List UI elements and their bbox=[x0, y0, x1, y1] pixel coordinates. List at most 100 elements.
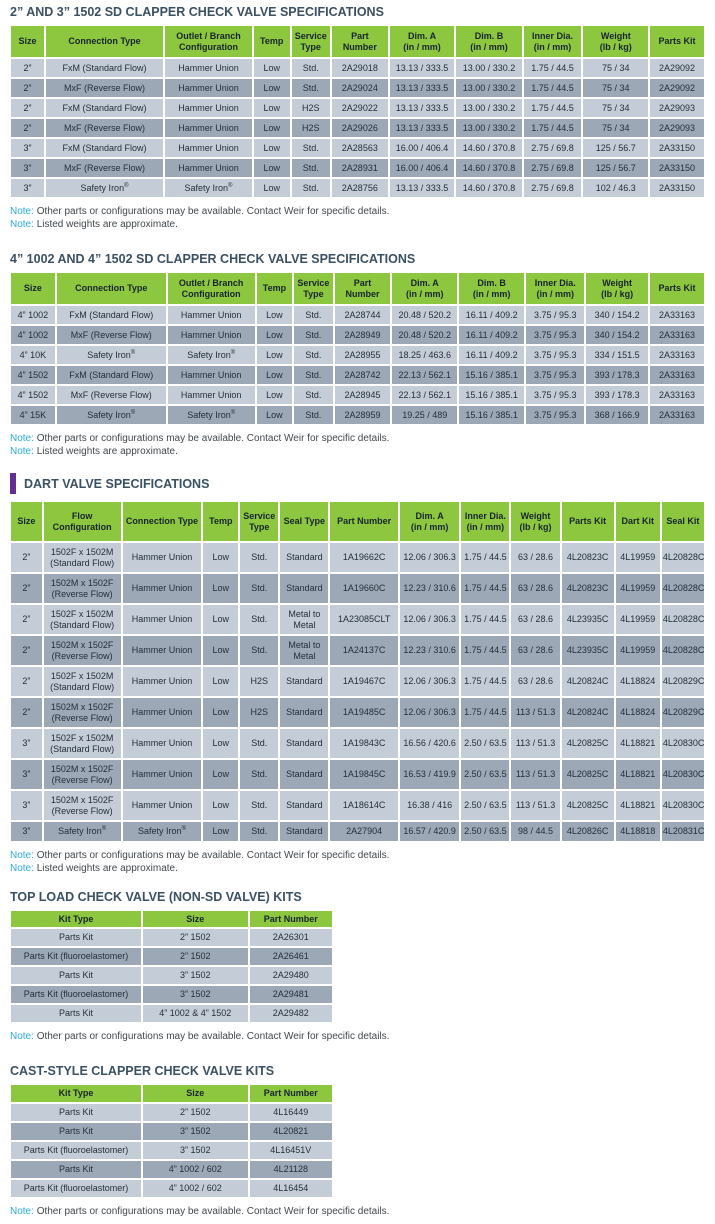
table-cell: 2A28945 bbox=[334, 386, 391, 404]
table-cell: 2A29018 bbox=[331, 59, 388, 77]
table-cell: 16.11 / 409.2 bbox=[459, 306, 525, 324]
table-cell: Std. bbox=[291, 139, 330, 157]
table-cell: 340 / 154.2 bbox=[586, 306, 649, 324]
table-cell: 16.57 / 420.9 bbox=[399, 822, 460, 841]
note-label: Note: bbox=[10, 1205, 34, 1217]
column-header: Size bbox=[11, 26, 44, 57]
table-cell: 2A33163 bbox=[650, 366, 704, 384]
table-cell: Hammer Union bbox=[165, 59, 252, 77]
table-cell: Low bbox=[203, 543, 239, 572]
notes-block: Note: Other parts or configurations may … bbox=[10, 1030, 706, 1043]
table-cell: Parts Kit (fluoroelastomer) bbox=[11, 948, 141, 965]
table-cell: 2.50 / 63.5 bbox=[461, 760, 510, 789]
note-text: Other parts or configurations may be ava… bbox=[36, 433, 390, 444]
table-cell: FxM (Standard Flow) bbox=[45, 139, 164, 157]
table-cell: 75 / 34 bbox=[583, 79, 649, 97]
table-cell: 14.60 / 370.8 bbox=[456, 159, 522, 177]
table-row: 2” 1502M x 1502F (Reverse Flow) Hammer Uni… bbox=[11, 574, 704, 603]
table-cell: Std. bbox=[240, 822, 279, 841]
table-cell: 1.75 / 44.5 bbox=[523, 99, 582, 117]
table-cell: 1A18614C bbox=[330, 791, 398, 820]
table-cell: 2A29022 bbox=[331, 99, 388, 117]
column-header: Kit Type bbox=[11, 910, 141, 927]
table-cell: 4L19959 bbox=[615, 574, 660, 603]
section-sd-2-3-1502: 2” AND 3” 1502 SD CLAPPER CHECK VALVE SP… bbox=[9, 5, 706, 231]
table-row: 4” 1502 MxF (Reverse Flow) Hammer Union Low… bbox=[11, 386, 704, 404]
note-label: Note: bbox=[10, 849, 34, 861]
table-cell: 4L19959 bbox=[615, 636, 660, 665]
table-cell: 2A29480 bbox=[249, 967, 332, 984]
table-cell: 3” bbox=[11, 822, 42, 841]
table-cell: 4L19959 bbox=[615, 605, 660, 634]
table-cell: 12.23 / 310.6 bbox=[399, 636, 460, 665]
dart-title-row: DART VALVE SPECIFICATIONS bbox=[10, 473, 706, 494]
table-cell: 2A33163 bbox=[650, 346, 704, 364]
table-cell: 13.13 / 333.5 bbox=[389, 79, 455, 97]
table-cell: 3.75 / 95.3 bbox=[526, 366, 585, 384]
table-cell: 334 / 151.5 bbox=[586, 346, 649, 364]
note-line: Note: Listed weights are approximate. bbox=[10, 218, 706, 231]
table-cell: 2.75 / 69.8 bbox=[523, 159, 582, 177]
table-cell: 1502F x 1502M (Standard Flow) bbox=[43, 605, 121, 634]
column-header: Temp bbox=[253, 26, 290, 57]
table-cell: Low bbox=[256, 386, 293, 404]
column-header: Connection Type bbox=[45, 26, 164, 57]
table-cell: 20.48 / 520.2 bbox=[392, 306, 458, 324]
table-cell: 3” 1502 bbox=[142, 986, 248, 1003]
table-cell: 2” 1502 bbox=[142, 948, 248, 965]
table-cell: Low bbox=[253, 79, 290, 97]
table-cell: 4L16454 bbox=[249, 1179, 332, 1197]
table-cell: Std. bbox=[294, 406, 333, 424]
section-title: CAST-STYLE CLAPPER CHECK VALVE KITS bbox=[10, 1064, 275, 1078]
table-cell: FxM (Standard Flow) bbox=[45, 99, 164, 117]
table-cell: 3.75 / 95.3 bbox=[526, 306, 585, 324]
table-cell: Low bbox=[256, 346, 293, 364]
table-cell: 75 / 34 bbox=[583, 119, 649, 137]
header-row: Size Connection Type Outlet / Branch Confi… bbox=[11, 26, 704, 57]
table-cell: Parts Kit bbox=[11, 1103, 141, 1121]
table-row: Parts Kit (fluoroelastomer) 3” 1502 2A2948… bbox=[11, 986, 332, 1003]
column-header: Dim. A (in / mm) bbox=[392, 273, 458, 304]
table-cell: 16.56 / 420.6 bbox=[399, 729, 460, 758]
table-cell: 22.13 / 562.1 bbox=[392, 366, 458, 384]
table-cell: Standard bbox=[280, 667, 329, 696]
section-spacer bbox=[9, 458, 706, 473]
column-header: Size bbox=[142, 1085, 248, 1102]
table-cell: 4L20821 bbox=[249, 1122, 332, 1140]
table-cell: MxF (Reverse Flow) bbox=[56, 386, 166, 404]
table-row: 3” FxM (Standard Flow) Hammer Union Low Std.… bbox=[11, 139, 704, 157]
table-cell: Std. bbox=[240, 760, 279, 789]
dart-valve-table: Size Flow Configuration Connection Type Tem… bbox=[9, 500, 706, 843]
table-cell: Low bbox=[253, 59, 290, 77]
table-row: Parts Kit 4” 1002 & 4” 1502 2A29482 bbox=[11, 1005, 332, 1022]
column-header: Part Number bbox=[249, 1085, 332, 1102]
table-cell: 2.50 / 63.5 bbox=[461, 791, 510, 820]
column-header: Outlet / Branch Configuration bbox=[167, 273, 255, 304]
table-cell: MxF (Reverse Flow) bbox=[45, 159, 164, 177]
table-cell: Std. bbox=[294, 326, 333, 344]
note-label: Note: bbox=[10, 446, 34, 457]
table-cell: 2” bbox=[11, 605, 42, 634]
header-row: Size Connection Type Outlet / Branch Confi… bbox=[11, 273, 704, 304]
table-cell: Hammer Union bbox=[122, 574, 202, 603]
table-cell: 2A29093 bbox=[650, 119, 704, 137]
table-cell: 15.16 / 385.1 bbox=[459, 386, 525, 404]
spec-table-4in-1002-1502: Size Connection Type Outlet / Branch Confi… bbox=[9, 271, 706, 426]
column-header: Part Number bbox=[249, 910, 332, 927]
table-cell: Std. bbox=[294, 346, 333, 364]
table-row: Parts Kit 3” 1502 4L20821 bbox=[11, 1122, 332, 1140]
table-cell: 2A28563 bbox=[331, 139, 388, 157]
table-cell: Standard bbox=[280, 698, 329, 727]
column-header: Service Type bbox=[294, 273, 333, 304]
table-cell: 2A29026 bbox=[331, 119, 388, 137]
table-cell: Low bbox=[253, 179, 290, 197]
table-row: 4” 1002 MxF (Reverse Flow) Hammer Union Low… bbox=[11, 326, 704, 344]
table-cell: 1A24137C bbox=[330, 636, 398, 665]
table-cell: Hammer Union bbox=[167, 386, 255, 404]
table-cell: 3” 1502 bbox=[142, 1141, 248, 1159]
section-top-load-kits: TOP LOAD CHECK VALVE (NON-SD VALVE) KITS… bbox=[9, 890, 706, 1044]
table-cell: Std. bbox=[291, 159, 330, 177]
table-row: Parts Kit 4” 1002 / 602 4L21128 bbox=[11, 1160, 332, 1178]
table-cell: Parts Kit bbox=[11, 1160, 141, 1178]
